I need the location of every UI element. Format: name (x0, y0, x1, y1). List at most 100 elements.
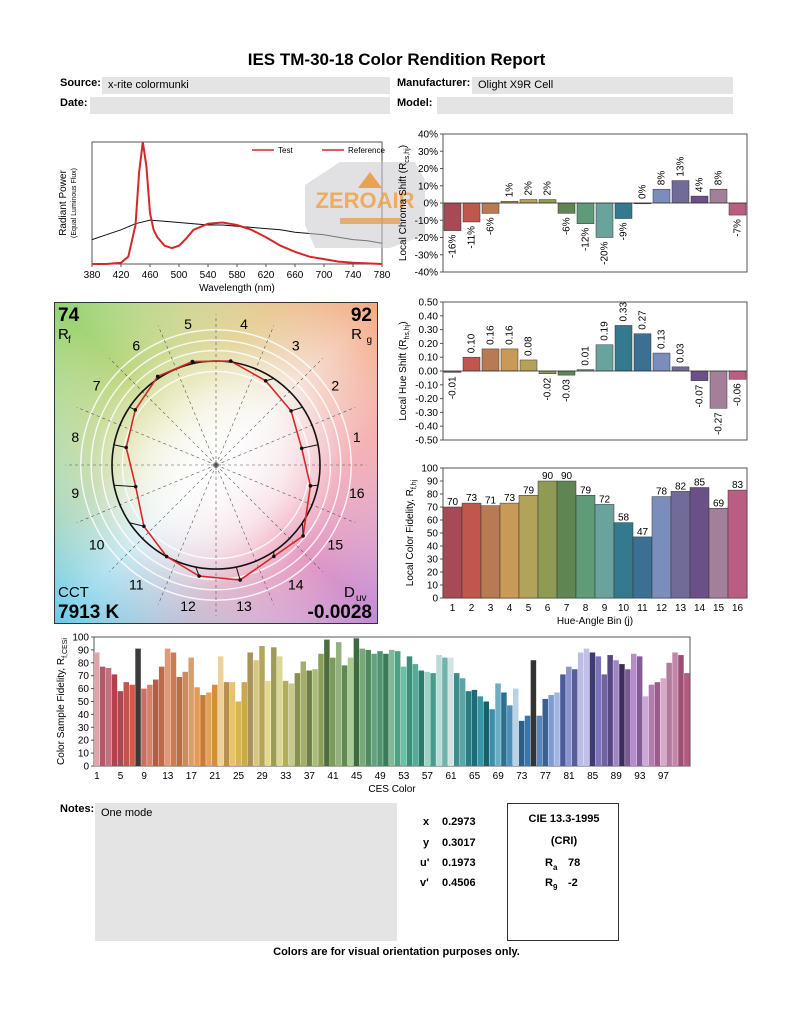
ces-y-tick-label: 90 (78, 645, 90, 656)
ces-bar (105, 667, 112, 766)
chroma-value-label: 2% (543, 181, 554, 196)
vector-bin-number: 8 (71, 429, 79, 445)
rf-value: 74 (58, 305, 80, 326)
chroma-y-tick-label: -20% (415, 233, 438, 244)
hue-y-tick-label: 0.50 (419, 298, 439, 309)
ces-bar (212, 684, 218, 766)
ces-bar (406, 656, 413, 766)
ces-bar (583, 648, 590, 766)
ces-y-tick-label: 60 (78, 684, 90, 695)
fid-y-tick-label: 30 (427, 555, 439, 566)
ces-bar (247, 652, 253, 766)
vector-radial-line (215, 464, 356, 523)
hue-value-label: 0.10 (467, 333, 478, 353)
fid-x-tick-label: 12 (656, 603, 668, 614)
hue-bar (519, 359, 538, 372)
ces-bar (377, 651, 383, 766)
cct-label: CCT (58, 584, 89, 601)
chroma-bar (652, 188, 671, 204)
ces-bar (312, 669, 318, 766)
vector-shift-arrow (235, 566, 241, 581)
ces-bar (471, 689, 478, 766)
vector-arrow-head (263, 379, 268, 383)
ces-bar (141, 688, 147, 766)
hue-value-label: 0.27 (638, 310, 649, 330)
ces-bar (324, 639, 330, 766)
ces-bar (229, 682, 236, 766)
spd-x-tick-label: 660 (287, 270, 304, 281)
ces-x-tick-label: 33 (280, 771, 292, 782)
fid-value-label: 47 (637, 527, 649, 538)
ces-x-tick-label: 73 (516, 771, 528, 782)
hue-value-label: 0.16 (486, 325, 497, 345)
fid-value-label: 79 (580, 485, 592, 496)
y-label: y (423, 837, 430, 849)
fid-y-tick-label: 60 (427, 516, 439, 527)
chroma-value-label: 1% (505, 183, 516, 198)
chroma-y-tick-label: -40% (415, 268, 438, 279)
spd-x-tick-label: 620 (258, 270, 275, 281)
chroma-bar (519, 199, 538, 204)
chroma-bar (481, 202, 500, 214)
watermark-text: ZEROAIR (316, 188, 415, 213)
ces-x-tick-label: 37 (304, 771, 316, 782)
vector-arrow-head (228, 359, 233, 363)
vector-bin-number: 15 (328, 537, 344, 553)
ces-bar (383, 653, 389, 766)
ces-bar (158, 666, 165, 766)
hue-value-label: -0.07 (695, 384, 706, 407)
ces-x-tick-label: 85 (587, 771, 599, 782)
ces-bar (489, 709, 495, 766)
ces-bar (672, 652, 678, 766)
ces-bar (194, 687, 200, 766)
hue-y-tick-label: -0.10 (415, 380, 438, 391)
v-value: 0.4506 (442, 877, 476, 889)
chroma-bar (671, 180, 690, 204)
vector-radial-line (109, 464, 217, 572)
ces-bar (365, 649, 371, 766)
ces-bar (389, 649, 395, 766)
chroma-value-label: -11% (467, 226, 478, 249)
chroma-value-label: -12% (581, 228, 592, 251)
fid-x-tick-label: 7 (564, 603, 570, 614)
ces-bar (94, 652, 100, 766)
vector-bin-number: 12 (180, 598, 196, 614)
ces-x-tick-label: 81 (563, 771, 575, 782)
manufacturer-field: Olight X9R Cell (472, 77, 733, 94)
fid-bar (575, 495, 596, 599)
fid-bar (594, 504, 615, 599)
vector-bin-number: 2 (331, 377, 339, 393)
ces-bar (666, 662, 672, 766)
ces-x-tick-label: 25 (233, 771, 245, 782)
hue-y-tick-label: 0.30 (419, 325, 439, 336)
ces-y-axis-label: Color Sample Fidelity, Rf,CESi (56, 638, 69, 765)
spd-x-tick-label: 500 (171, 270, 188, 281)
vector-ring (90, 339, 342, 591)
vector-arrow-head (190, 359, 195, 364)
fid-value-label: 72 (599, 494, 611, 505)
vector-arrow-head (299, 446, 304, 451)
ces-bar (554, 692, 560, 766)
watermark-logo: ZEROAIR (305, 162, 425, 248)
fid-bar (708, 508, 729, 599)
ces-bar (164, 648, 171, 766)
notes-box: One mode (95, 803, 397, 941)
ces-bar (424, 671, 430, 766)
vector-arrow-head (238, 578, 242, 582)
chroma-value-label: -6% (562, 217, 573, 235)
hue-shift-chart: 0.500.400.300.200.100.00-0.10-0.20-0.30-… (398, 298, 748, 447)
vector-radial-line (158, 464, 217, 605)
fid-value-label: 70 (447, 497, 459, 508)
chroma-value-label: -16% (448, 235, 459, 258)
fid-x-tick-label: 16 (732, 603, 744, 614)
chroma-value-label: -20% (600, 241, 611, 264)
ces-bar (430, 673, 436, 766)
ces-bar (642, 696, 649, 766)
ces-y-tick-label: 80 (78, 658, 90, 669)
ces-x-tick-label: 97 (658, 771, 670, 782)
chroma-bar (462, 202, 481, 223)
hue-y-axis-label: Local Hue Shift (Rhs,hj) (398, 321, 411, 420)
fid-y-tick-label: 70 (427, 503, 439, 514)
fid-value-label: 69 (713, 498, 725, 509)
fid-value-label: 85 (694, 478, 706, 489)
